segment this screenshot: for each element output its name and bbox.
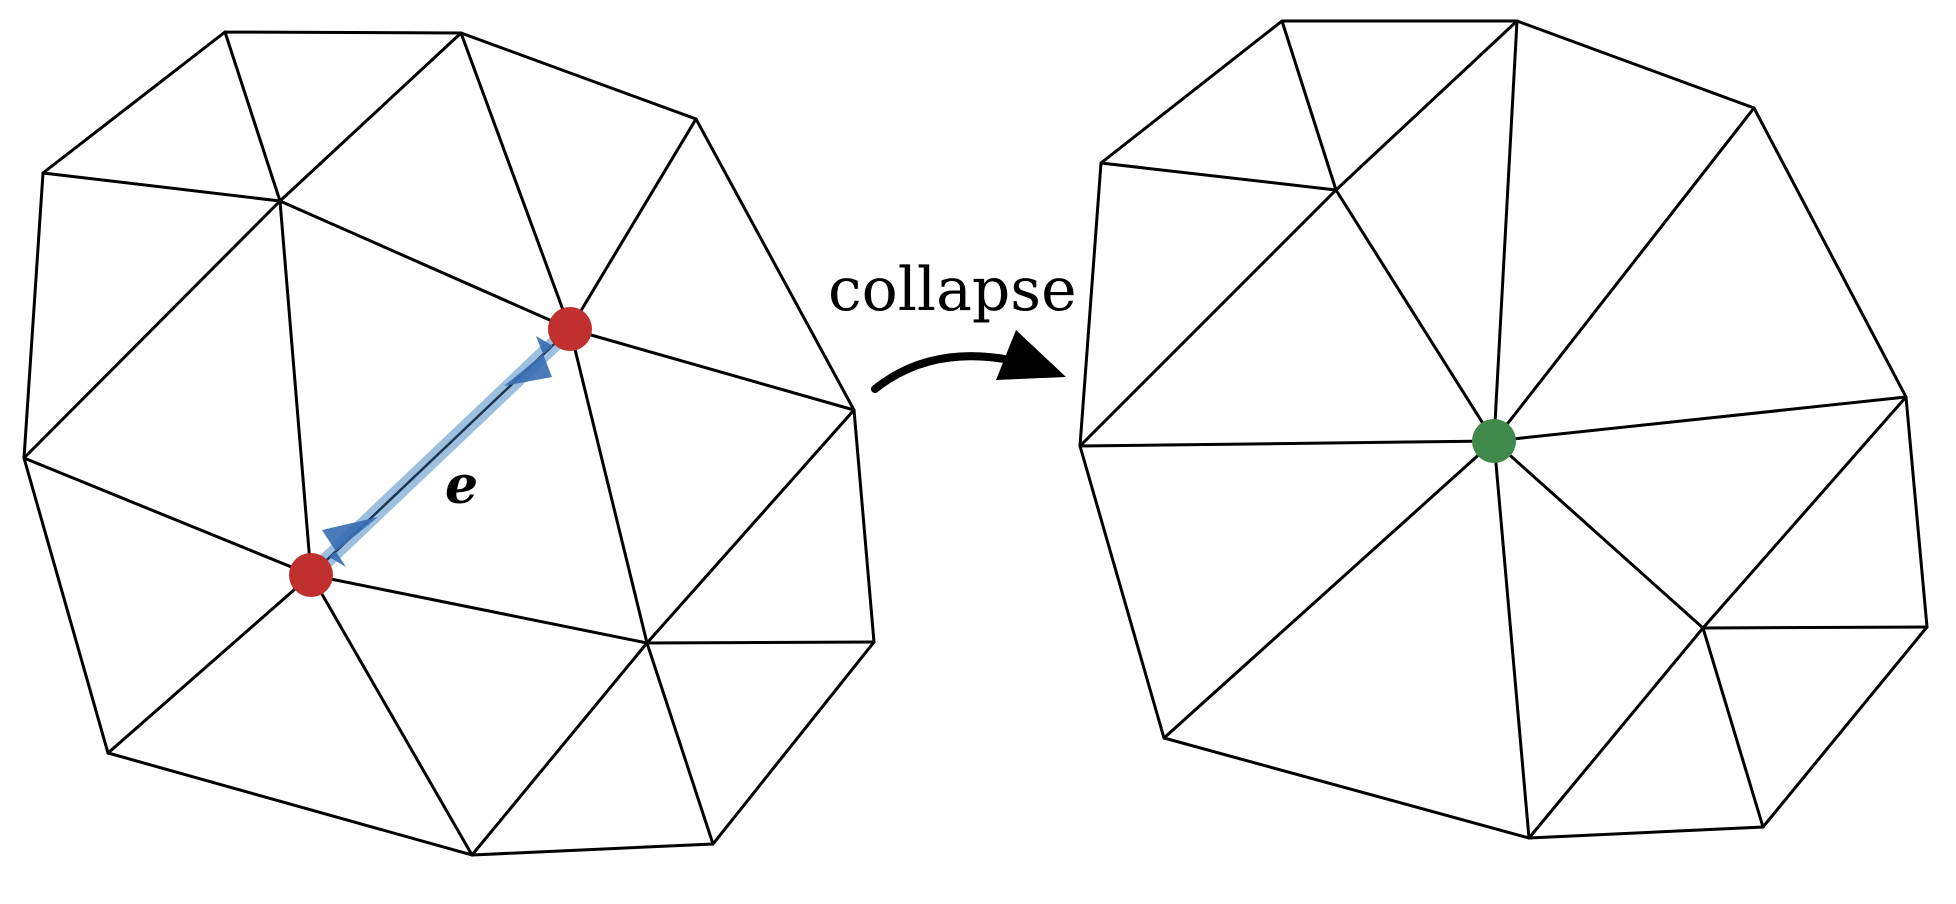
- halfedge-arrow-icon: [322, 517, 378, 567]
- edge-endpoint-vertex: [548, 307, 592, 351]
- arrowhead-icon: [996, 330, 1066, 380]
- edge-label: e: [445, 455, 478, 516]
- halfedge-arrow-icon: [504, 336, 553, 386]
- collapse-transition: collapse: [828, 255, 1077, 393]
- curved-arrow-right-icon: [871, 352, 1014, 393]
- mesh-after: [1078, 19, 1929, 840]
- mesh-before: e: [22, 30, 876, 857]
- edge-endpoint-vertex: [289, 553, 333, 597]
- operation-label: collapse: [828, 255, 1077, 325]
- merged-vertex: [1472, 419, 1516, 463]
- mesh-after-interior-edges: [1078, 19, 1929, 840]
- mesh-before-interior-edges: [22, 30, 876, 857]
